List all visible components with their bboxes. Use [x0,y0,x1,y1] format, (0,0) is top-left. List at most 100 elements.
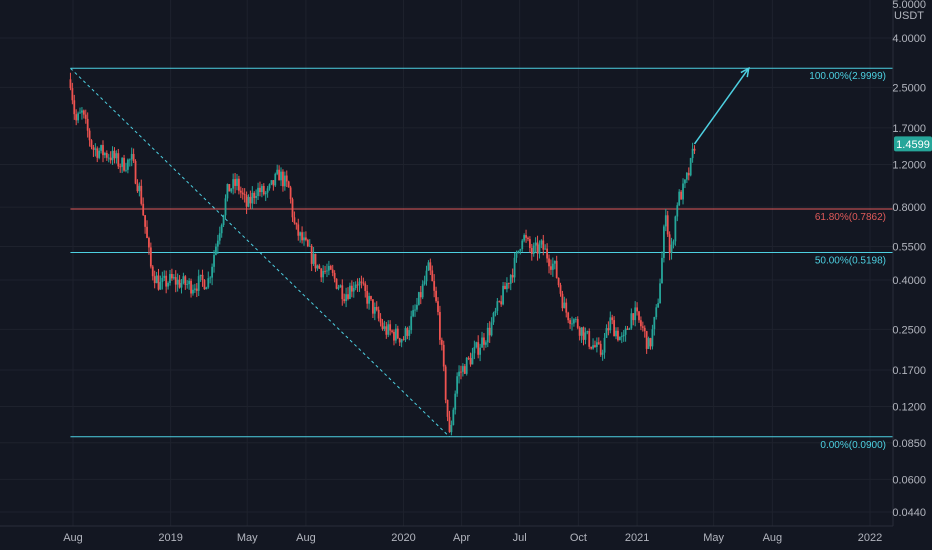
candle-body [308,245,311,247]
candle-body [349,285,351,299]
candle-body [685,172,688,180]
candle-body [636,307,638,312]
candle-body [234,179,236,186]
candle-body [238,178,240,191]
candle-body [130,153,133,160]
projection-arrow-line[interactable] [693,67,750,145]
candle-body [153,276,156,284]
candle-body [90,140,93,148]
candle-body [372,299,374,314]
candle-body [588,331,591,347]
candle-body [199,274,202,277]
time-axis[interactable]: Aug 2019 May Aug 2020 Apr Jul Oct 2021 May Aug 2022 [63,532,882,544]
y-tick-label: 0.5500 [892,242,926,254]
candle-body [431,270,434,282]
candle-body [82,110,85,115]
candle-body [494,310,497,313]
candle-body [167,283,169,287]
candle-body [582,327,585,340]
candle-body [182,276,185,284]
candle-body [551,263,554,270]
candle-body [519,249,522,251]
candle-body [264,192,267,195]
candle-body [316,265,319,269]
candle-body [693,148,696,151]
y-tick-label: 0.0440 [892,507,926,519]
candle-body [419,292,422,298]
candle-body [530,247,533,255]
candle-body [260,185,263,193]
candle-body [276,169,279,174]
candle-body [666,215,669,235]
candle-body [84,114,87,119]
last-price-value: 1.4599 [896,139,930,151]
candle-body [448,416,451,433]
candle-body [689,158,692,176]
candle-body [548,258,550,267]
candle-body [461,366,464,372]
candle-body [393,331,395,341]
candle-body [423,281,426,285]
candle-body [274,173,277,186]
diagonal-trend-line[interactable] [70,67,450,438]
candle-body [117,153,120,167]
candle-body [272,180,275,186]
candle-body [458,371,460,377]
candle-body [676,205,679,217]
candle-body [339,285,342,288]
candle-body [140,185,143,204]
candle-body [102,145,104,156]
candle-body [645,331,648,349]
candle-body [79,112,81,114]
projection-arrow-head[interactable] [740,66,750,78]
candle-body [132,153,135,162]
candle-body [155,275,158,284]
candle-body [624,328,627,335]
candle-body [126,159,129,170]
candle-body [475,342,478,348]
candle-body [373,306,376,314]
candle-body [439,312,441,340]
candle-body [327,266,330,271]
candle-body [544,248,547,250]
x-tick-label: Aug [296,532,316,544]
candle-body [622,334,625,337]
drawings-overlay[interactable] [70,66,750,438]
candle-body [303,237,305,241]
candle-body [215,246,217,255]
candle-body [408,330,411,336]
candle-body [239,190,242,193]
y-tick-label: 0.8000 [892,202,926,214]
candle-body [517,250,520,253]
x-tick-label: 2020 [391,532,415,544]
candle-body [125,169,127,171]
candle-body [580,327,583,336]
candle-body [609,317,612,331]
candle-body [291,199,294,218]
candle-body [383,326,386,329]
candle-body [571,323,573,325]
candle-body [389,324,392,331]
candle-body [678,191,681,206]
candle-body [295,222,298,225]
candle-body [77,113,80,121]
candle-body [326,270,328,272]
candle-body [278,169,281,181]
price-axis[interactable]: 5.0000 USDT 4.0000 2.5000 1.7000 1.2000 0.80… [892,0,926,519]
candle-body [603,337,606,353]
fibonacci-retracement[interactable]: 100.00%(2.9999) 61.80%(0.7862) 50.00%(0.51… [70,67,893,451]
candle-body [460,371,462,373]
candle-body [312,253,315,264]
fib-level-label: 0.00%(0.0900) [820,440,886,451]
candle-body [228,184,231,192]
candle-body [398,338,401,343]
y-axis-top-value: 5.0000 [892,0,926,11]
candle-body [134,161,137,184]
candle-body [377,309,380,319]
candle-body [684,179,686,184]
candle-body [207,278,210,288]
candle-body [626,328,629,330]
candle-body [546,248,549,259]
